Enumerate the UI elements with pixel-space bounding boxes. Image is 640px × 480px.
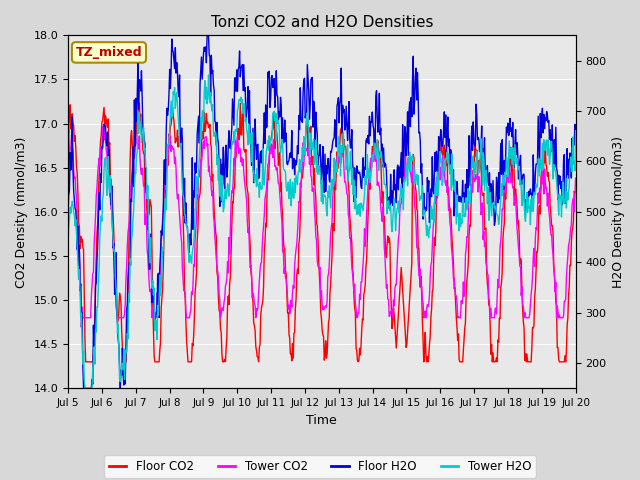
- Floor H2O: [80, 385, 88, 391]
- Floor CO2: [82, 359, 90, 365]
- Floor CO2: [385, 240, 392, 245]
- Tower CO2: [572, 175, 579, 181]
- Tower CO2: [79, 315, 86, 321]
- Tower H2O: [178, 166, 186, 172]
- Floor CO2: [74, 170, 81, 176]
- Floor CO2: [64, 125, 72, 131]
- Tower H2O: [74, 247, 81, 253]
- Floor H2O: [74, 247, 81, 252]
- Tower CO2: [205, 163, 213, 169]
- Floor H2O: [385, 197, 392, 203]
- Floor CO2: [205, 125, 213, 131]
- Floor H2O: [64, 212, 72, 218]
- Line: Tower CO2: Tower CO2: [68, 126, 575, 318]
- Floor CO2: [136, 100, 143, 106]
- Text: TZ_mixed: TZ_mixed: [76, 46, 142, 59]
- Tower CO2: [399, 162, 407, 168]
- Title: Tonzi CO2 and H2O Densities: Tonzi CO2 and H2O Densities: [211, 15, 433, 30]
- Tower H2O: [205, 72, 212, 78]
- Tower H2O: [64, 241, 72, 247]
- Tower CO2: [99, 123, 107, 129]
- Floor CO2: [179, 153, 186, 158]
- Floor H2O: [399, 173, 407, 179]
- Tower H2O: [399, 207, 407, 213]
- Floor CO2: [126, 157, 134, 163]
- Line: Tower H2O: Tower H2O: [68, 75, 575, 388]
- Floor H2O: [572, 126, 579, 132]
- Floor CO2: [572, 189, 579, 195]
- Tower CO2: [64, 138, 72, 144]
- Tower H2O: [385, 198, 392, 204]
- Tower CO2: [385, 297, 392, 303]
- Tower H2O: [81, 385, 89, 391]
- Tower CO2: [127, 183, 134, 189]
- Floor H2O: [178, 125, 186, 131]
- Tower H2O: [126, 256, 134, 262]
- Tower H2O: [205, 90, 213, 96]
- Tower CO2: [74, 213, 81, 219]
- Y-axis label: CO2 Density (mmol/m3): CO2 Density (mmol/m3): [15, 136, 28, 288]
- Floor H2O: [126, 261, 134, 267]
- Line: Floor CO2: Floor CO2: [68, 103, 575, 362]
- X-axis label: Time: Time: [307, 414, 337, 427]
- Floor CO2: [399, 299, 407, 304]
- Line: Floor H2O: Floor H2O: [68, 36, 575, 388]
- Tower CO2: [179, 266, 186, 272]
- Floor H2O: [204, 33, 211, 38]
- Y-axis label: H2O Density (mmol/m3): H2O Density (mmol/m3): [612, 136, 625, 288]
- Floor H2O: [205, 52, 213, 58]
- Legend: Floor CO2, Tower CO2, Floor H2O, Tower H2O: Floor CO2, Tower CO2, Floor H2O, Tower H…: [104, 455, 536, 478]
- Tower H2O: [572, 131, 579, 137]
